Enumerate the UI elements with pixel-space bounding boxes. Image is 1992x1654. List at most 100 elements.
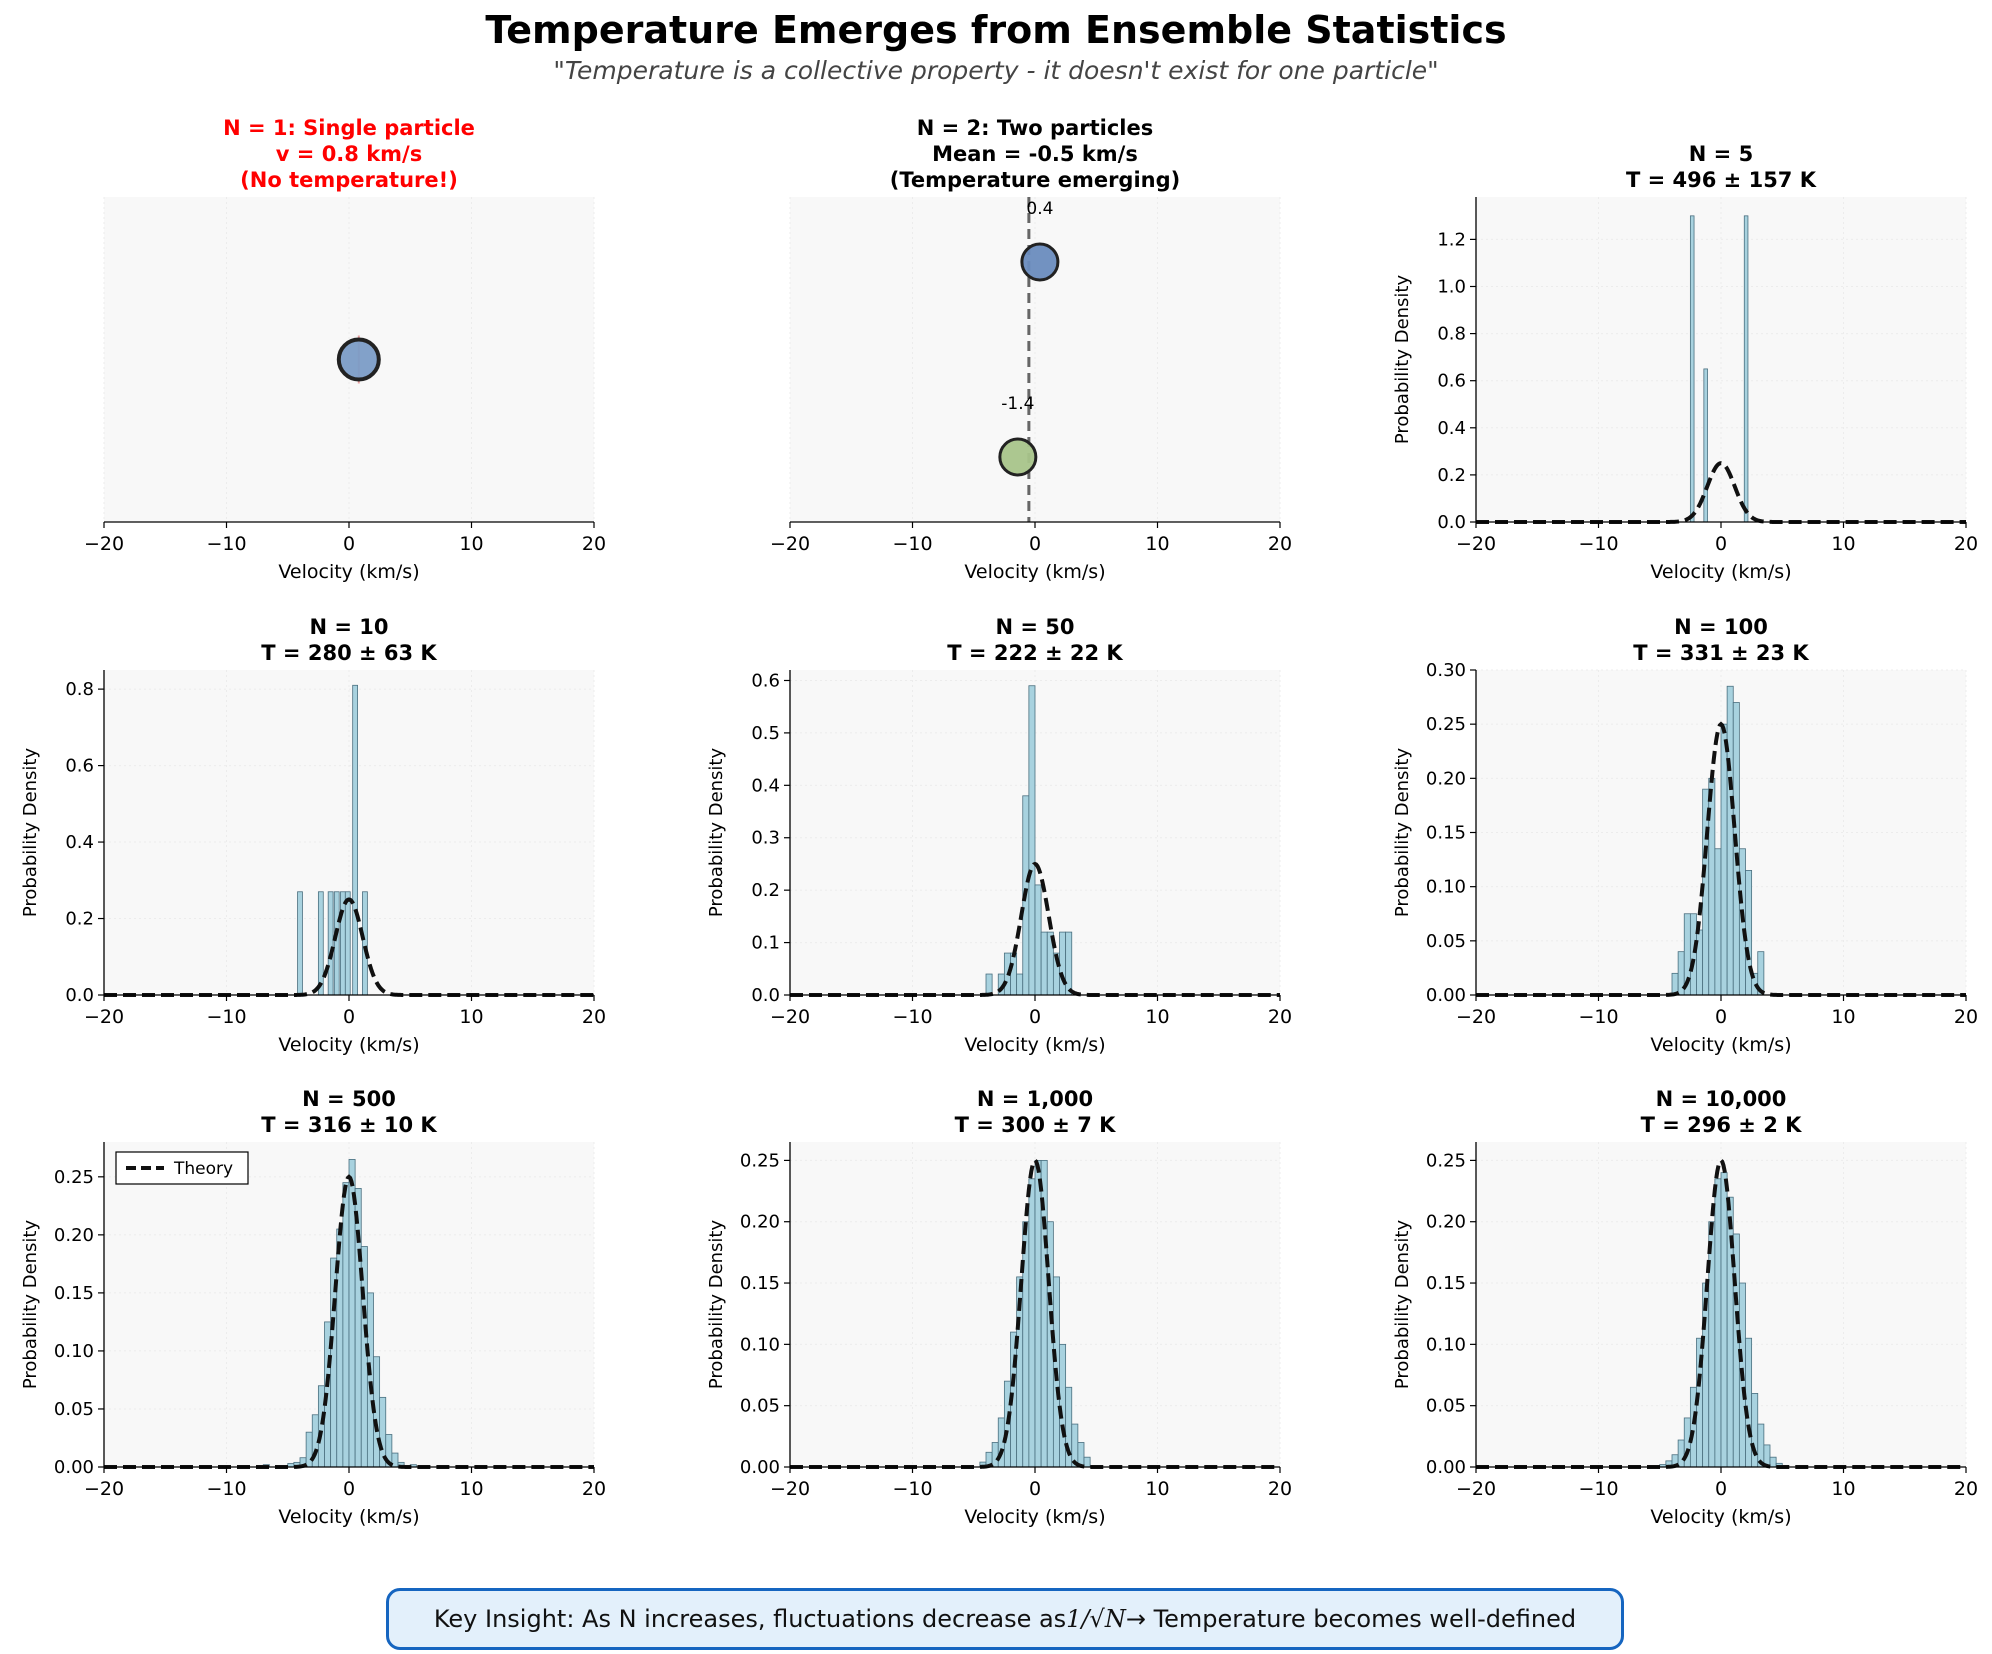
x-tick-label: 0 bbox=[343, 533, 355, 555]
panel-title-line: Mean = -0.5 km/s bbox=[932, 142, 1138, 166]
y-tick-label: 0.4 bbox=[751, 775, 780, 796]
histogram-bar bbox=[305, 1431, 313, 1468]
x-tick-label: 10 bbox=[1145, 533, 1169, 555]
panel-title-line: N = 10 bbox=[309, 615, 388, 639]
x-tick-label: −20 bbox=[770, 1006, 810, 1028]
x-tick-label: −10 bbox=[1578, 1006, 1618, 1028]
particle-velocity-label: 0.4 bbox=[1026, 199, 1053, 219]
y-tick-label: 0.25 bbox=[1426, 1150, 1466, 1171]
histogram-bar bbox=[1016, 973, 1024, 996]
panel-title-line: N = 100 bbox=[1674, 615, 1768, 639]
x-tick-label: 20 bbox=[582, 533, 606, 555]
x-tick-label: 10 bbox=[1831, 1478, 1855, 1500]
histogram-bar bbox=[1083, 1456, 1091, 1468]
panel-title-line: T = 222 ± 22 K bbox=[947, 641, 1123, 665]
x-tick-label: 0 bbox=[1029, 1006, 1041, 1028]
histogram-bar bbox=[1696, 929, 1704, 996]
y-tick-label: 0.2 bbox=[65, 909, 94, 930]
x-tick-label: −10 bbox=[206, 533, 246, 555]
particle-marker bbox=[1020, 242, 1060, 282]
y-tick-label: 0.20 bbox=[1426, 1212, 1466, 1233]
y-tick-label: 0.15 bbox=[740, 1273, 780, 1294]
histogram-bar bbox=[317, 891, 324, 996]
histogram-bar bbox=[991, 1442, 999, 1468]
x-tick-label: −10 bbox=[1578, 1478, 1618, 1500]
x-tick-label: −20 bbox=[84, 1478, 124, 1500]
panel-title-line: N = 2: Two particles bbox=[917, 116, 1153, 140]
x-tick-label: −20 bbox=[770, 1478, 810, 1500]
y-tick-label: 0.4 bbox=[65, 832, 94, 853]
x-axis-label: Velocity (km/s) bbox=[964, 1506, 1105, 1528]
histogram-bar bbox=[1034, 1159, 1042, 1468]
histogram-bar bbox=[1714, 848, 1722, 996]
y-axis-label: Probability Density bbox=[706, 1220, 727, 1390]
y-tick-label: 0.4 bbox=[1437, 418, 1466, 439]
figure-subtitle: "Temperature is a collective property - … bbox=[553, 56, 1439, 85]
x-tick-label: −20 bbox=[770, 533, 810, 555]
key-insight-conclusion: → Temperature becomes well-defined bbox=[1125, 1605, 1577, 1633]
y-tick-label: 0.6 bbox=[751, 670, 780, 691]
histogram-bar bbox=[1059, 931, 1067, 996]
histogram-bar bbox=[342, 1182, 350, 1468]
key-insight-box: Key Insight: As N increases, fluctuation… bbox=[386, 1588, 1624, 1650]
x-tick-label: 0 bbox=[1029, 1478, 1041, 1500]
panel-title-line: T = 296 ± 2 K bbox=[1641, 1113, 1803, 1137]
y-tick-label: 0.6 bbox=[1437, 371, 1466, 392]
y-tick-label: 0.15 bbox=[1426, 823, 1466, 844]
y-axis-label: Probability Density bbox=[1392, 1220, 1413, 1390]
histogram-bar bbox=[366, 1292, 374, 1468]
y-tick-label: 0.20 bbox=[54, 1225, 94, 1246]
x-tick-label: 10 bbox=[1145, 1006, 1169, 1028]
x-tick-label: 10 bbox=[459, 533, 483, 555]
histogram-bar bbox=[1028, 1178, 1036, 1468]
y-tick-label: 0.25 bbox=[54, 1167, 94, 1188]
histogram-bar bbox=[327, 891, 334, 996]
histogram-bar bbox=[1677, 1439, 1685, 1468]
histogram-bar bbox=[985, 973, 993, 996]
x-axis-label: Velocity (km/s) bbox=[278, 1506, 419, 1528]
histogram-bar bbox=[1726, 685, 1734, 996]
y-tick-label: 0.00 bbox=[1426, 985, 1466, 1006]
particle-marker bbox=[336, 337, 381, 382]
y-tick-label: 0.00 bbox=[740, 1457, 780, 1478]
y-tick-label: 0.05 bbox=[740, 1396, 780, 1417]
key-insight-formula: 1/√N bbox=[1066, 1605, 1126, 1633]
panel-title-line: N = 1,000 bbox=[977, 1087, 1093, 1111]
x-tick-label: 20 bbox=[1268, 1006, 1292, 1028]
histogram-bar bbox=[1689, 215, 1695, 523]
y-tick-label: 0.10 bbox=[54, 1341, 94, 1362]
histogram-bar bbox=[333, 891, 340, 996]
x-tick-label: 10 bbox=[1831, 1006, 1855, 1028]
x-tick-label: 10 bbox=[459, 1478, 483, 1500]
x-tick-label: −20 bbox=[1456, 1478, 1496, 1500]
histogram-bar bbox=[1034, 884, 1042, 996]
y-axis-label: Probability Density bbox=[20, 1220, 41, 1390]
y-tick-label: 0.30 bbox=[1426, 660, 1466, 681]
particle-velocity-label: -1.4 bbox=[1001, 394, 1034, 414]
y-tick-label: 0.20 bbox=[1426, 768, 1466, 789]
y-tick-label: 0.05 bbox=[1426, 931, 1466, 952]
x-tick-label: 0 bbox=[1715, 1006, 1727, 1028]
panel-title-line: (Temperature emerging) bbox=[890, 168, 1181, 192]
x-tick-label: −10 bbox=[206, 1478, 246, 1500]
y-tick-label: 0.8 bbox=[65, 679, 94, 700]
histogram-bar bbox=[1720, 723, 1728, 996]
x-tick-label: 0 bbox=[343, 1478, 355, 1500]
y-tick-label: 0.10 bbox=[1426, 877, 1466, 898]
panel-3: N = 5T = 496 ± 157 K 0.0 0.2 0.4 0.6 0.8 1.0 1.… bbox=[1392, 142, 1978, 583]
y-tick-label: 0.3 bbox=[751, 828, 780, 849]
legend-box bbox=[115, 1151, 249, 1185]
legend-label: Theory bbox=[173, 1159, 233, 1179]
x-axis-label: Velocity (km/s) bbox=[964, 1034, 1105, 1056]
y-tick-label: 0.0 bbox=[751, 985, 780, 1006]
x-tick-label: 0 bbox=[1715, 1478, 1727, 1500]
particle-marker bbox=[998, 437, 1038, 477]
x-tick-label: −20 bbox=[84, 533, 124, 555]
y-tick-label: 0.05 bbox=[54, 1399, 94, 1420]
histogram-bar bbox=[1689, 913, 1697, 996]
histogram-bar bbox=[391, 1452, 399, 1468]
